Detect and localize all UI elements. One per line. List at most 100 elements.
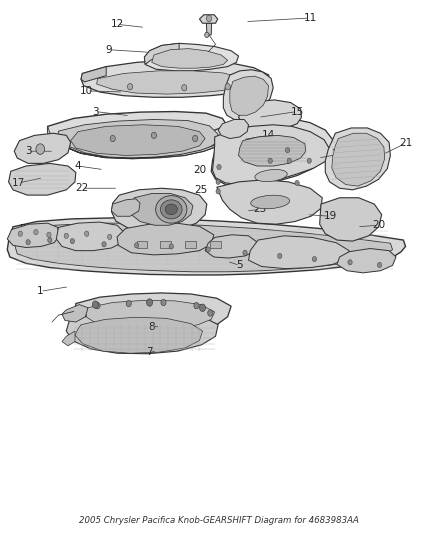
Circle shape xyxy=(102,241,106,247)
Text: 5: 5 xyxy=(20,224,26,235)
Text: 11: 11 xyxy=(304,13,317,23)
Polygon shape xyxy=(15,223,392,272)
Text: 1: 1 xyxy=(37,286,43,296)
Text: 18: 18 xyxy=(116,209,129,220)
Circle shape xyxy=(295,180,299,185)
Circle shape xyxy=(95,302,100,309)
Circle shape xyxy=(194,302,199,309)
Polygon shape xyxy=(210,241,221,248)
Polygon shape xyxy=(117,223,214,255)
Text: 9: 9 xyxy=(105,45,112,55)
Text: 19: 19 xyxy=(324,211,338,221)
Circle shape xyxy=(85,231,89,236)
Circle shape xyxy=(134,243,139,248)
Circle shape xyxy=(378,262,381,268)
Polygon shape xyxy=(7,218,406,275)
Polygon shape xyxy=(48,126,52,145)
Polygon shape xyxy=(62,331,75,346)
Polygon shape xyxy=(223,70,273,119)
Polygon shape xyxy=(212,125,331,184)
Text: 14: 14 xyxy=(262,131,276,140)
Text: 7: 7 xyxy=(146,347,153,357)
Polygon shape xyxy=(137,241,148,248)
Polygon shape xyxy=(81,60,269,98)
Text: 25: 25 xyxy=(194,185,208,195)
Text: 24: 24 xyxy=(287,141,300,151)
Circle shape xyxy=(47,232,51,237)
Circle shape xyxy=(243,250,247,255)
Polygon shape xyxy=(97,71,245,94)
Text: 2005 Chrysler Pacifica Knob-GEARSHIFT Diagram for 4683983AA: 2005 Chrysler Pacifica Knob-GEARSHIFT Di… xyxy=(79,516,359,525)
Text: 12: 12 xyxy=(110,19,124,29)
Circle shape xyxy=(206,15,212,22)
Polygon shape xyxy=(49,128,229,159)
Text: 23: 23 xyxy=(254,204,267,214)
Circle shape xyxy=(92,301,99,308)
Text: 5: 5 xyxy=(237,261,243,270)
Polygon shape xyxy=(7,223,60,247)
Polygon shape xyxy=(81,67,106,82)
Circle shape xyxy=(126,300,131,306)
Polygon shape xyxy=(62,304,88,322)
Text: 25: 25 xyxy=(332,149,345,159)
Text: 3: 3 xyxy=(25,146,32,156)
Polygon shape xyxy=(152,49,228,68)
Circle shape xyxy=(312,256,317,262)
Circle shape xyxy=(193,135,198,142)
Text: 21: 21 xyxy=(399,138,412,148)
Circle shape xyxy=(151,132,156,139)
Circle shape xyxy=(278,253,282,259)
Circle shape xyxy=(36,144,45,155)
Polygon shape xyxy=(239,100,301,130)
Polygon shape xyxy=(320,198,381,241)
Circle shape xyxy=(225,84,230,90)
Text: 8: 8 xyxy=(148,322,155,332)
Circle shape xyxy=(348,260,352,265)
Polygon shape xyxy=(85,300,215,330)
Circle shape xyxy=(169,244,173,249)
Polygon shape xyxy=(9,164,76,195)
Text: 22: 22 xyxy=(76,183,89,193)
Circle shape xyxy=(307,158,311,164)
Polygon shape xyxy=(239,135,306,166)
Text: 42: 42 xyxy=(171,241,184,252)
Polygon shape xyxy=(111,199,140,216)
Text: 10: 10 xyxy=(80,86,93,96)
Text: 3: 3 xyxy=(92,107,99,117)
Polygon shape xyxy=(199,15,218,23)
Polygon shape xyxy=(145,43,179,64)
Circle shape xyxy=(110,135,115,142)
Polygon shape xyxy=(217,180,322,224)
Text: 15: 15 xyxy=(290,107,304,117)
Circle shape xyxy=(64,233,68,238)
Polygon shape xyxy=(75,293,231,334)
Ellipse shape xyxy=(165,204,177,215)
Polygon shape xyxy=(205,235,257,258)
Polygon shape xyxy=(160,241,171,248)
Circle shape xyxy=(48,237,52,243)
Polygon shape xyxy=(57,222,126,251)
Circle shape xyxy=(70,238,74,244)
Ellipse shape xyxy=(251,195,290,209)
Circle shape xyxy=(217,165,221,169)
Polygon shape xyxy=(66,310,218,354)
Circle shape xyxy=(26,239,30,245)
Circle shape xyxy=(199,304,205,311)
Polygon shape xyxy=(211,117,333,186)
Polygon shape xyxy=(185,241,196,248)
Polygon shape xyxy=(14,133,71,164)
Circle shape xyxy=(287,158,291,164)
Polygon shape xyxy=(71,125,205,156)
Circle shape xyxy=(182,85,187,91)
Polygon shape xyxy=(111,188,207,232)
Ellipse shape xyxy=(155,196,187,223)
Ellipse shape xyxy=(255,169,287,182)
Circle shape xyxy=(206,247,210,252)
Polygon shape xyxy=(218,119,248,139)
Polygon shape xyxy=(325,128,390,190)
Text: 4: 4 xyxy=(75,161,81,171)
Polygon shape xyxy=(230,76,268,115)
Circle shape xyxy=(161,300,166,305)
Circle shape xyxy=(208,310,213,316)
Circle shape xyxy=(34,230,38,235)
